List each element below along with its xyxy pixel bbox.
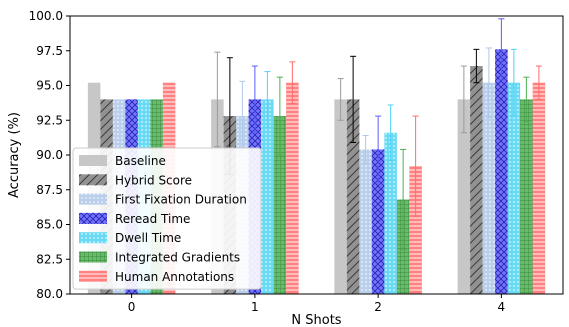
bar-hatch [470, 66, 483, 294]
legend-swatch-hatch [79, 232, 107, 244]
y-tick-label: 87.5 [36, 183, 63, 197]
x-tick-label: 0 [128, 300, 136, 314]
legend-swatch-hatch [79, 270, 107, 282]
bar-hatch [495, 49, 508, 294]
y-tick-label: 90.0 [36, 148, 63, 162]
legend-swatch-hatch [79, 193, 107, 205]
bar-hatch [261, 99, 274, 295]
x-axis-label: N Shots [291, 313, 341, 327]
bar-hatch [532, 82, 546, 294]
bar-hatch [286, 82, 299, 294]
legend-label: Dwell Time [115, 231, 181, 245]
legend-label: First Fixation Duration [115, 193, 247, 207]
y-tick-label: 97.5 [36, 44, 63, 58]
legend-label: Hybrid Score [115, 173, 192, 187]
bar-hatch [346, 99, 360, 295]
y-axis: 80.0 82.5 85.0 87.5 90.0 92.5 95.0 97.5 100.0 [29, 9, 70, 301]
legend-swatch-hatch [79, 251, 107, 263]
bar-hatch [273, 116, 287, 294]
bar-hatch [359, 149, 372, 294]
bar-hatch [482, 82, 496, 294]
legend-box [72, 147, 262, 290]
bar-hatch [520, 99, 533, 295]
bar-hatch [507, 82, 521, 294]
bar-hatch [409, 166, 422, 294]
y-tick-label: 100.0 [29, 9, 63, 23]
legend-label: Reread Time [115, 212, 190, 226]
x-tick-label: 1 [251, 300, 259, 314]
y-tick-label: 92.5 [36, 113, 63, 127]
x-axis: 0 1 2 4 [128, 294, 505, 314]
legend-label: Integrated Gradients [115, 251, 240, 265]
legend: Baseline Hybrid Score First Fixation Durat… [72, 147, 262, 290]
y-axis-label: Accuracy (%) [7, 112, 22, 198]
bar-hatch [384, 132, 397, 294]
y-tick-label: 80.0 [36, 287, 63, 301]
legend-label: Baseline [115, 154, 166, 168]
x-tick-label: 4 [498, 300, 506, 314]
x-tick-label: 2 [374, 300, 382, 314]
legend-swatch-hatch [79, 212, 107, 224]
legend-swatch [79, 155, 107, 166]
legend-swatch-hatch [79, 174, 107, 186]
y-tick-label: 85.0 [36, 218, 63, 232]
y-tick-label: 82.5 [36, 252, 63, 266]
bar-hatch [371, 149, 385, 294]
legend-label: Human Annotations [115, 270, 234, 284]
bar [457, 99, 471, 295]
bar [334, 99, 347, 295]
y-tick-label: 95.0 [36, 79, 63, 93]
error-bars-layer [214, 18, 542, 251]
